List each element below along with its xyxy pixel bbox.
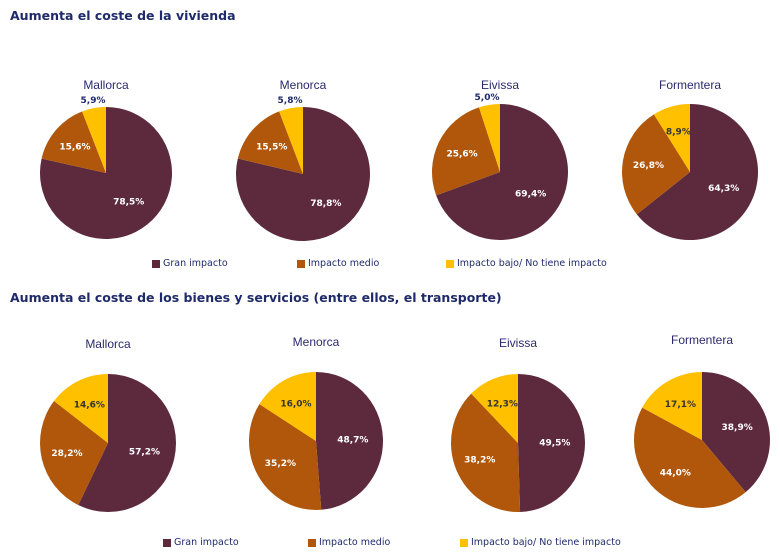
- pie-slice-medio: [41, 111, 106, 173]
- pie-label-gran: 78,5%: [113, 197, 144, 207]
- legend-label: Impacto medio: [308, 258, 380, 269]
- pie-label-bajo: 17,1%: [665, 400, 696, 410]
- pie-title: Formentera: [659, 78, 721, 92]
- legend-item-bajo: Impacto bajo/ No tiene impacto: [446, 258, 607, 269]
- pie-slice-gran: [78, 374, 177, 512]
- pie-label-bajo: 16,0%: [280, 400, 311, 410]
- pie-slice-gran: [636, 104, 758, 240]
- pie-title: Menorca: [280, 78, 327, 92]
- pie-slice-gran: [39, 107, 172, 239]
- pie-label-gran: 78,8%: [310, 199, 341, 209]
- pie-formentera: Formentera 38,9% 44,0% 17,1%: [634, 333, 770, 509]
- pie-slice-gran: [235, 107, 370, 241]
- pie-label-bajo: 5,0%: [475, 93, 500, 103]
- legend-swatch-medio: [308, 538, 316, 547]
- pie-label-bajo: 8,9%: [666, 127, 691, 137]
- pie-slice-gran: [702, 372, 770, 493]
- pie-slice-bajo: [279, 107, 303, 174]
- pie-title: Eivissa: [499, 336, 537, 350]
- pie-slice-bajo: [82, 107, 106, 173]
- pie-title: Mallorca: [85, 337, 131, 351]
- pie-label-gran: 69,4%: [515, 189, 546, 199]
- pie-slice-gran: [316, 372, 383, 510]
- pie-menorca: Menorca 78,8% 15,5% 5,8%: [235, 78, 370, 241]
- pie-slice-medio: [237, 111, 303, 174]
- section-title-bienes: Aumenta el coste de los bienes y servici…: [10, 290, 502, 305]
- legend-swatch-gran: [152, 259, 160, 268]
- pie-slice-medio: [39, 401, 109, 506]
- pie-slice-bajo: [471, 374, 518, 443]
- pie-label-medio: 25,6%: [446, 150, 477, 160]
- pie-label-gran: 57,2%: [129, 448, 160, 458]
- pie-label-medio: 35,2%: [265, 459, 296, 469]
- legend-item-medio: Impacto medio: [297, 258, 379, 269]
- pie-mallorca: Mallorca 57,2% 28,2% 14,6%: [39, 337, 177, 512]
- pie-slice-gran: [436, 103, 568, 240]
- pie-slice-medio: [432, 107, 500, 196]
- pie-label-medio: 26,8%: [633, 161, 664, 171]
- pie-mallorca: Mallorca 78,5% 15,6% 5,9%: [39, 78, 172, 239]
- pie-eivissa: Eivissa 69,4% 25,6% 5,0%: [432, 78, 568, 240]
- legend-item-bajo: Impacto bajo/ No tiene impacto: [460, 537, 621, 548]
- pie-slice-medio: [634, 407, 746, 509]
- pie-slice-medio: [249, 404, 322, 510]
- pie-title: Eivissa: [481, 78, 519, 92]
- pie-label-medio: 38,2%: [464, 456, 495, 466]
- pie-label-bajo: 5,8%: [278, 96, 303, 106]
- legend-swatch-bajo: [460, 538, 468, 547]
- legend-item-medio: Impacto medio: [308, 537, 390, 548]
- pie-label-medio: 28,2%: [51, 449, 82, 459]
- pie-label-bajo: 5,9%: [81, 96, 106, 106]
- pie-eivissa: Eivissa 49,5% 38,2% 12,3%: [450, 336, 585, 512]
- pie-title: Menorca: [293, 335, 340, 349]
- pie-formentera: Formentera 64,3% 26,8% 8,9%: [622, 78, 758, 240]
- legend-label: Impacto bajo/ No tiene impacto: [471, 537, 621, 548]
- legend-label: Impacto bajo/ No tiene impacto: [457, 258, 607, 269]
- pie-title: Formentera: [671, 333, 733, 347]
- pie-slice-bajo: [259, 372, 316, 441]
- legend-label: Gran impacto: [163, 258, 228, 269]
- pie-slice-bajo: [478, 104, 500, 172]
- pie-label-gran: 64,3%: [708, 184, 739, 194]
- pie-slice-medio: [450, 393, 521, 512]
- section-title-vivienda: Aumenta el coste de la vivienda: [10, 8, 236, 23]
- pie-slice-medio: [622, 114, 690, 215]
- pie-label-medio: 15,5%: [256, 143, 287, 153]
- pie-slice-bajo: [54, 374, 108, 443]
- legend-item-gran: Gran impacto: [152, 258, 228, 269]
- pie-label-gran: 48,7%: [337, 436, 368, 446]
- pie-label-medio: 15,6%: [59, 142, 90, 152]
- legend-item-gran: Gran impacto: [163, 537, 239, 548]
- legend-label: Impacto medio: [319, 537, 391, 548]
- pie-title: Mallorca: [83, 78, 129, 92]
- pie-label-gran: 38,9%: [722, 423, 753, 433]
- legend-swatch-bajo: [446, 259, 454, 268]
- legend-swatch-medio: [297, 259, 305, 268]
- pie-label-medio: 44,0%: [660, 469, 691, 479]
- legend-swatch-gran: [163, 538, 171, 547]
- pie-slice-gran: [518, 374, 585, 512]
- pie-label-gran: 49,5%: [539, 438, 570, 448]
- pie-label-bajo: 14,6%: [74, 401, 105, 411]
- legend-label: Gran impacto: [174, 537, 239, 548]
- pie-label-bajo: 12,3%: [487, 399, 518, 409]
- pie-slice-bajo: [653, 104, 690, 172]
- pie-menorca: Menorca 48,7% 35,2% 16,0%: [249, 335, 383, 510]
- pie-slice-bajo: [642, 372, 702, 440]
